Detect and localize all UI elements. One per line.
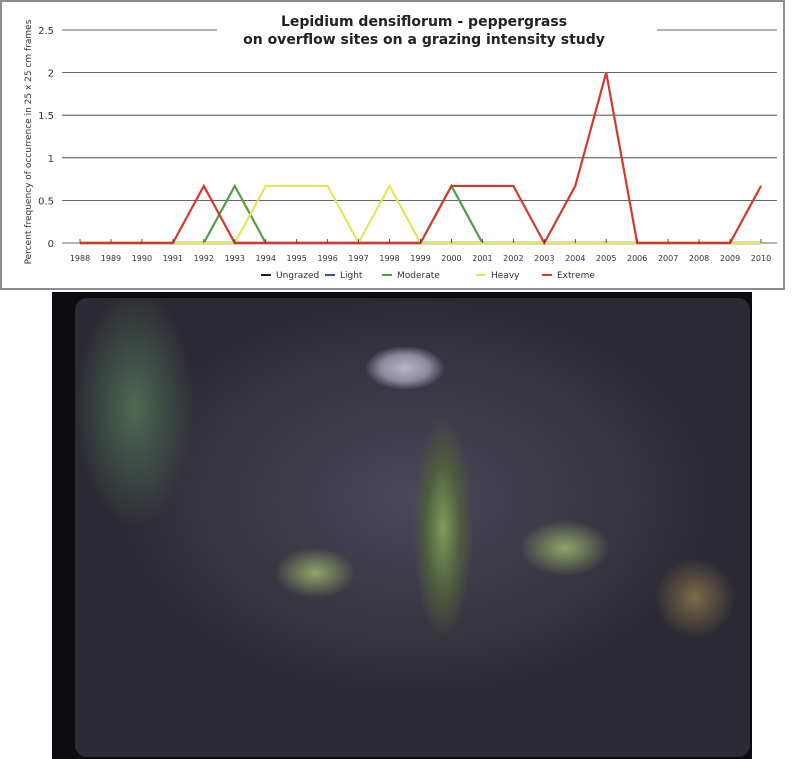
x-tick-label: 2000 [441,254,461,263]
x-tick-label: 1995 [287,254,307,263]
legend-label: Heavy [491,271,520,281]
x-tick-label: 1998 [379,254,399,263]
y-tick-label: 1 [48,154,54,165]
x-tick-label: 2007 [658,254,678,263]
y-tick-label: 0.5 [38,196,54,207]
chart-subtitle: on overflow sites on a grazing intensity… [243,32,605,48]
x-tick-label: 1992 [194,254,214,263]
peppergrass-photo-image [75,298,750,757]
series-line-heavy [80,183,761,246]
x-tick-label: 1988 [70,254,90,263]
x-tick-label: 1993 [225,254,245,263]
x-tick-label: 1989 [101,254,121,263]
x-tick-label: 2009 [720,254,740,263]
x-tick-label: 1999 [410,254,430,263]
x-tick-label: 2002 [503,254,523,263]
x-tick-label: 1994 [256,254,276,263]
y-tick-label: 1.5 [38,111,54,122]
chart-title: Lepidium densiflorum - peppergrass [281,14,567,30]
x-tick-label: 2004 [565,254,585,263]
legend-label: Light [340,271,363,281]
series-line-moderate [80,183,761,245]
chart-panel: 0 0.5 1 1.5 2 2.5 1988 1989 1990 1991 1992 1993 1994… [0,0,785,290]
y-tick-label: 2.5 [38,26,54,37]
x-tick-label: 2010 [751,254,771,263]
x-tick-label: 2001 [472,254,492,263]
legend-label: Extreme [557,271,595,281]
y-axis-label: Percent frequency of occurrence in 25 x … [24,19,34,264]
x-tick-label: 2006 [627,254,647,263]
x-tick-label: 1996 [317,254,337,263]
x-tick-label: 2005 [596,254,616,263]
x-tick-label: 1990 [132,254,152,263]
x-tick-label: 2003 [534,254,554,263]
line-chart: 0 0.5 1 1.5 2 2.5 1988 1989 1990 1991 1992 1993 1994… [24,8,777,281]
plant-photo [52,292,752,759]
x-tick-label: 1991 [163,254,183,263]
y-tick-label: 0 [48,239,54,250]
legend-label: Moderate [397,271,440,281]
x-tick-label: 2008 [689,254,709,263]
y-tick-label: 2 [48,69,54,80]
x-tick-label: 1997 [348,254,368,263]
legend-label: Ungrazed [276,271,319,281]
